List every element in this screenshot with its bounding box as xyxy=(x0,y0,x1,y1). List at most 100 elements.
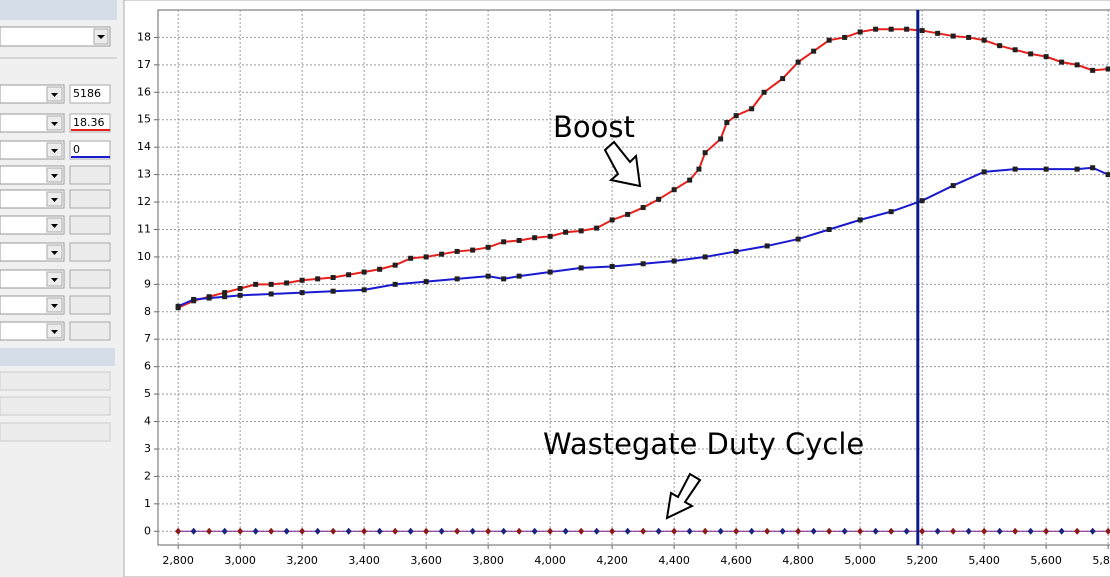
y-tick-label: 9 xyxy=(144,277,151,290)
data-point xyxy=(516,273,522,279)
data-point xyxy=(718,136,724,142)
dropdown-arrow[interactable] xyxy=(51,149,58,153)
data-point xyxy=(1090,165,1096,171)
channel-dropdown[interactable] xyxy=(0,242,65,262)
data-point xyxy=(563,229,569,235)
data-point xyxy=(1089,527,1096,535)
data-point xyxy=(671,187,677,193)
dropdown-arrow[interactable] xyxy=(51,278,58,282)
data-point xyxy=(361,527,368,535)
data-point xyxy=(361,269,367,275)
data-point xyxy=(206,295,212,301)
dropdown-arrow[interactable] xyxy=(51,93,58,97)
data-point xyxy=(624,527,631,535)
y-tick-label: 8 xyxy=(144,305,151,318)
x-tick-label: 5,400 xyxy=(968,554,1000,567)
dropdown-arrow[interactable] xyxy=(51,330,58,334)
plot-area xyxy=(157,9,1110,546)
data-point xyxy=(330,275,336,280)
x-tick-label: 3,600 xyxy=(410,554,442,567)
dropdown-arrow[interactable] xyxy=(51,304,58,308)
dropdown-arrow[interactable] xyxy=(51,251,58,255)
data-point xyxy=(175,303,181,309)
data-point xyxy=(997,43,1003,49)
data-point xyxy=(237,292,243,298)
data-point xyxy=(1090,67,1096,73)
data-point xyxy=(687,177,693,183)
y-tick-label: 7 xyxy=(144,332,151,345)
data-point xyxy=(237,527,244,535)
x-tick-label: 2,800 xyxy=(162,554,194,567)
data-point xyxy=(888,527,895,535)
data-point xyxy=(609,527,616,535)
channel-dropdown[interactable] xyxy=(0,321,65,341)
data-point xyxy=(1105,172,1110,178)
channel-dropdown[interactable] xyxy=(0,189,65,209)
dropdown-arrow[interactable] xyxy=(51,122,58,126)
dropdown-arrow[interactable] xyxy=(51,224,58,228)
readout-box xyxy=(69,84,111,104)
x-tick-label: 5,200 xyxy=(906,554,938,567)
data-point xyxy=(671,527,678,535)
top-dropdown[interactable] xyxy=(0,26,111,47)
channel-dropdown[interactable] xyxy=(0,165,65,185)
data-point xyxy=(686,527,693,535)
data-point xyxy=(268,527,275,535)
data-point xyxy=(888,209,894,215)
data-point xyxy=(1012,47,1018,53)
y-tick-label: 3 xyxy=(144,442,151,455)
channel-dropdown[interactable] xyxy=(0,140,65,160)
dropdown-arrow[interactable] xyxy=(51,198,58,202)
data-point xyxy=(268,291,274,297)
readout-box xyxy=(69,113,111,133)
data-point xyxy=(656,196,662,202)
data-point xyxy=(919,28,925,34)
data-point xyxy=(1105,527,1110,535)
data-point xyxy=(439,251,445,257)
data-point xyxy=(578,527,585,535)
data-point xyxy=(780,76,786,82)
data-point xyxy=(795,527,802,535)
panel-header xyxy=(0,0,117,20)
data-point xyxy=(609,217,615,223)
data-point xyxy=(696,166,702,172)
data-point xyxy=(981,527,988,535)
channel-dropdown[interactable] xyxy=(0,269,65,289)
data-point xyxy=(733,248,739,254)
data-point xyxy=(501,239,507,245)
info-box xyxy=(0,396,111,416)
section-header xyxy=(0,348,115,366)
data-point xyxy=(392,262,398,268)
annotation-arrow xyxy=(603,140,642,188)
data-point xyxy=(501,276,507,282)
y-tick-label: 0 xyxy=(144,524,151,537)
channel-dropdown[interactable] xyxy=(0,295,65,315)
data-point xyxy=(1105,66,1110,72)
readout-box xyxy=(69,242,111,262)
data-point xyxy=(733,113,739,119)
dropdown-arrow[interactable] xyxy=(51,174,58,178)
data-point xyxy=(190,527,197,535)
data-point xyxy=(346,272,352,278)
data-point xyxy=(268,281,274,287)
data-point xyxy=(655,527,662,535)
channel-dropdown[interactable] xyxy=(0,84,65,104)
data-point xyxy=(408,255,414,261)
data-point xyxy=(749,106,755,112)
readout-box xyxy=(69,269,111,289)
data-point xyxy=(1074,527,1081,535)
data-point xyxy=(547,269,553,275)
channel-dropdown[interactable] xyxy=(0,215,65,235)
data-point xyxy=(221,527,228,535)
y-tick-label: 18 xyxy=(137,30,151,43)
data-point xyxy=(857,29,863,35)
data-point xyxy=(1028,51,1034,57)
data-point xyxy=(314,527,321,535)
y-tick-label: 14 xyxy=(137,140,151,153)
y-tick-label: 5 xyxy=(144,387,151,400)
data-point xyxy=(423,279,429,285)
channel-dropdown[interactable] xyxy=(0,113,65,133)
data-point xyxy=(315,276,321,282)
x-tick-label: 4,200 xyxy=(596,554,628,567)
data-point xyxy=(609,264,615,270)
